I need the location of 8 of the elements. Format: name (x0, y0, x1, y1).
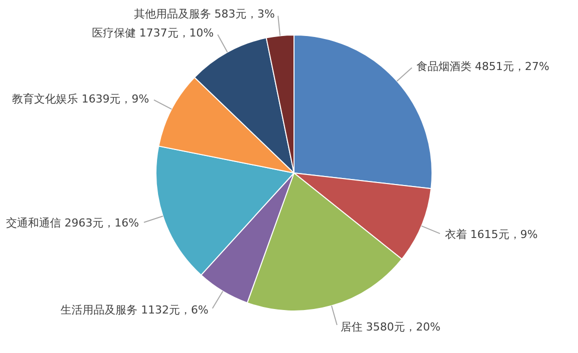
slice-label: 居住 3580元，20% (340, 320, 440, 334)
slice-label: 生活用品及服务 1132元，6% (60, 304, 208, 317)
slice-label: 食品烟酒类 4851元，27% (416, 60, 550, 73)
slice-label: 衣着 1615元，9% (444, 228, 538, 241)
slice-label: 交通和通信 2963元，16% (6, 216, 140, 230)
slice-label: 其他用品及服务 583元，3% (134, 7, 275, 20)
slice-label: 医疗保健 1737元，10% (92, 26, 214, 40)
slice-label: 教育文化娱乐 1639元，9% (12, 92, 150, 106)
